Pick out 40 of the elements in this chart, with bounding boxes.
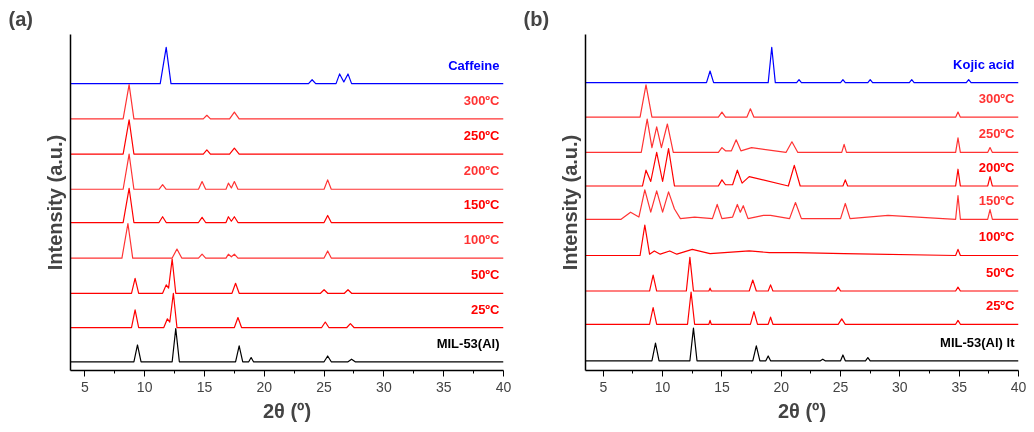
x-tick-label: 5 bbox=[80, 378, 89, 395]
x-tick-label: 20 bbox=[256, 378, 273, 395]
x-tick-label: 35 bbox=[951, 378, 968, 395]
series-label: 150ºC bbox=[463, 196, 501, 212]
series-label: 100ºC bbox=[978, 229, 1016, 245]
series-label: 250ºC bbox=[463, 128, 501, 144]
series-label: MIL-53(Al) bbox=[436, 335, 500, 351]
series-label: 150ºC bbox=[978, 193, 1016, 209]
series-label: 250ºC bbox=[978, 126, 1016, 142]
y-axis-title: Intensity (a.u.) bbox=[43, 134, 66, 271]
series-label: Caffeine bbox=[448, 57, 500, 73]
series-label: 50ºC bbox=[470, 267, 501, 283]
x-tick-label: 40 bbox=[495, 378, 512, 395]
x-tick-label: 40 bbox=[1010, 378, 1027, 395]
x-axis-title: 2θ (º) bbox=[777, 399, 827, 422]
y-axis-title: Intensity (a.u.) bbox=[558, 134, 581, 271]
x-tick-label: 30 bbox=[892, 378, 908, 395]
x-tick-label: 15 bbox=[196, 378, 213, 395]
x-tick-label: 10 bbox=[136, 378, 153, 395]
series-label: 300ºC bbox=[978, 91, 1016, 107]
series-label: 200ºC bbox=[978, 160, 1016, 176]
chart-title: (b) bbox=[523, 7, 550, 30]
series-label: 50ºC bbox=[985, 265, 1016, 281]
x-tick-label: 30 bbox=[376, 378, 392, 395]
series-label: 300ºC bbox=[463, 92, 501, 108]
series-label: Kojic acid bbox=[953, 56, 1015, 72]
x-tick-label: 10 bbox=[654, 378, 671, 395]
x-axis-title: 2θ (º) bbox=[262, 399, 312, 422]
series-label: 100ºC bbox=[463, 232, 501, 248]
series-label: MIL-53(Al) lt bbox=[940, 334, 1016, 350]
x-tick-label: 35 bbox=[435, 378, 452, 395]
x-tick-label: 15 bbox=[714, 378, 730, 395]
series-label: 25ºC bbox=[985, 298, 1016, 314]
x-tick-label: 20 bbox=[773, 378, 790, 395]
chart-title: (a) bbox=[8, 7, 33, 30]
x-tick-label: 5 bbox=[599, 378, 608, 395]
series-label: 200ºC bbox=[463, 163, 501, 179]
x-tick-label: 25 bbox=[316, 378, 333, 395]
series-label: 25ºC bbox=[470, 301, 501, 317]
x-tick-label: 25 bbox=[832, 378, 849, 395]
